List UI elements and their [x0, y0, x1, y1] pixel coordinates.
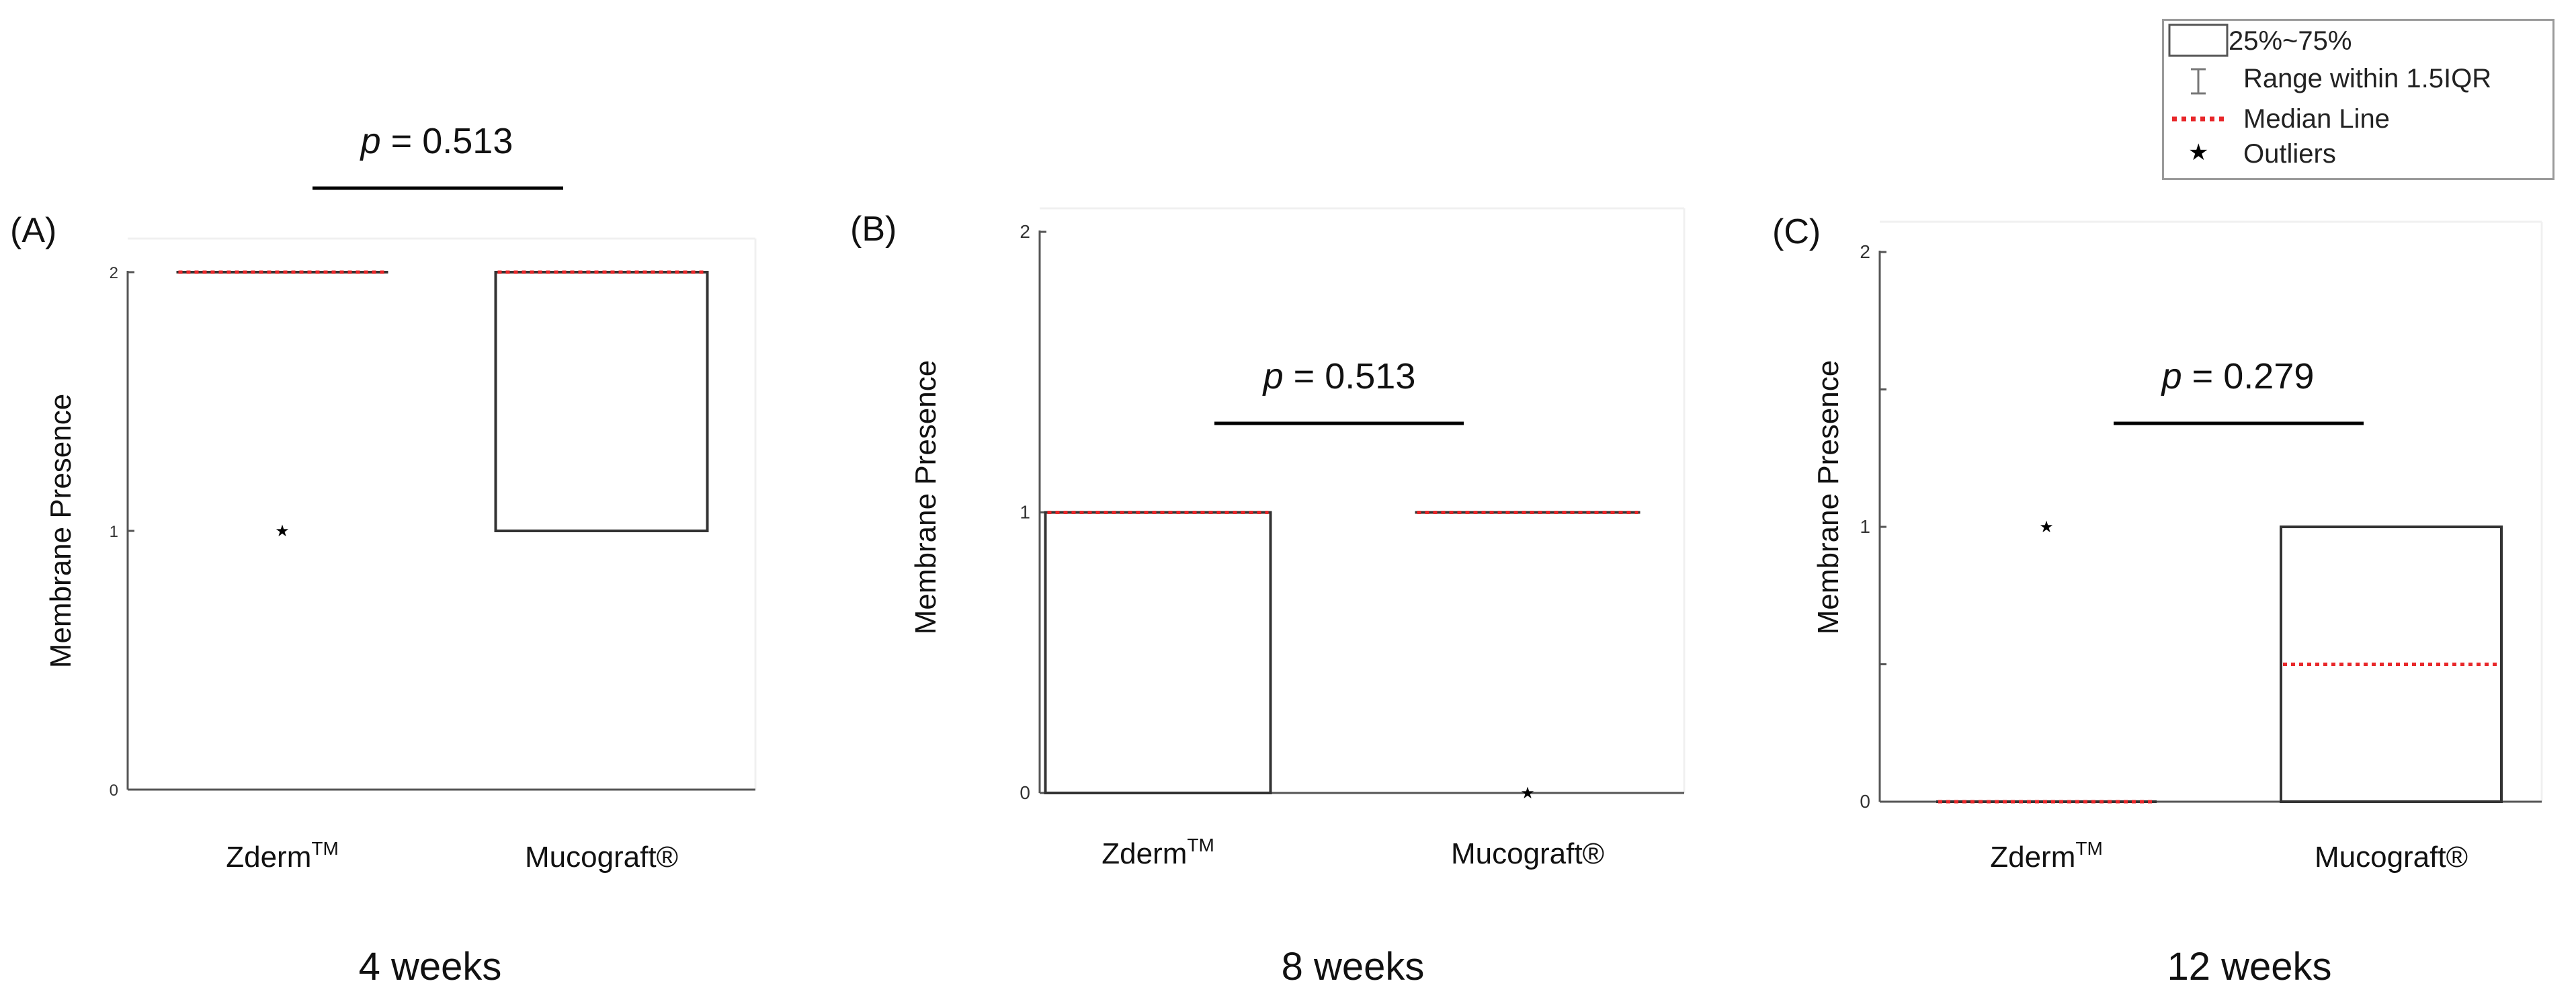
outlier-marker: ★ [1520, 784, 1535, 802]
p-value-label: p = 0.279 [2161, 356, 2315, 396]
p-value-label: p = 0.513 [360, 121, 513, 161]
y-tick-label: 0 [110, 782, 118, 800]
y-tick-label: 1 [1020, 502, 1030, 523]
legend-whisker-icon [2191, 68, 2206, 95]
legend: 25%~75% Range within 1.5IQR Median Line … [2162, 19, 2554, 180]
legend-box-swatch [2168, 24, 2229, 57]
y-tick-label: 0 [1020, 782, 1030, 803]
panel-title: 4 weeks [359, 945, 502, 989]
x-category-label: Mucograft® [2315, 841, 2468, 874]
legend-outlier-star-icon: ★ [2188, 140, 2209, 165]
legend-label-outliers: Outliers [2243, 139, 2336, 169]
legend-label-median: Median Line [2243, 104, 2390, 134]
y-tick-label: 2 [1860, 241, 1870, 262]
x-category-label: Mucograft® [1451, 837, 1604, 870]
iqr-box [2280, 526, 2503, 803]
y-tick-label: 0 [1860, 791, 1870, 812]
y-tick-label: 1 [1860, 516, 1870, 537]
y-axis-label: Membrane Presence [44, 394, 77, 668]
panel-1: 0 1 2 Membrane Presence (A) ★ ZdermTM Mucograft… [10, 121, 757, 989]
p-value-label: p = 0.513 [1262, 356, 1416, 396]
iqr-box [1044, 511, 1272, 794]
x-category-label: Mucograft® [525, 841, 678, 874]
outlier-marker: ★ [2039, 518, 2054, 536]
y-axis-label: Membrane Presence [909, 360, 942, 634]
x-category-label: ZdermTM [1102, 835, 1214, 870]
y-tick-label: 2 [110, 264, 118, 282]
panel-label: (C) [1772, 212, 1821, 251]
iqr-box [494, 271, 709, 532]
x-category-label: ZdermTM [226, 838, 339, 874]
x-category-label: ZdermTM [1990, 838, 2103, 874]
panel-label: (A) [10, 211, 56, 250]
y-tick-label: 2 [1020, 221, 1030, 242]
panel-title: 12 weeks [2167, 945, 2331, 989]
y-axis-label: Membrane Presence [1812, 360, 1845, 634]
outlier-marker: ★ [275, 522, 290, 540]
panel-2: 0 1 2 Membrane Presence (B) ZdermTM ★ Mucograft… [850, 207, 1686, 989]
panel-title: 8 weeks [1282, 945, 1425, 989]
panel-label: (B) [850, 210, 897, 249]
panel-3: 0 1 2 Membrane Presence (C) ★ ZdermTM Mucograft… [1772, 212, 2543, 989]
legend-label-box: 25%~75% [2229, 26, 2352, 56]
legend-label-whisker: Range within 1.5IQR [2243, 64, 2492, 93]
y-tick-label: 1 [110, 523, 118, 541]
